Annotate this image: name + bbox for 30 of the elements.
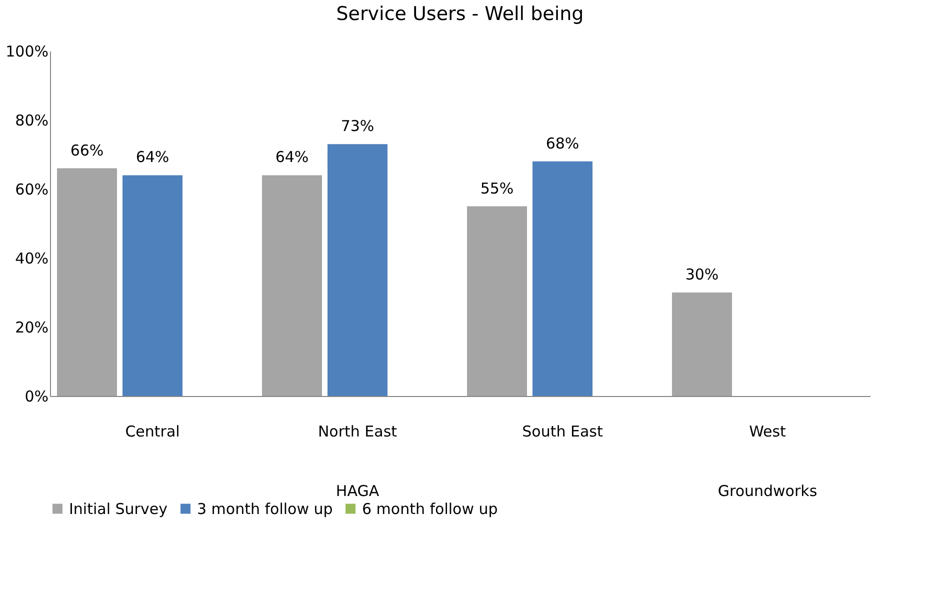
- x-tick-label: North East: [318, 422, 398, 440]
- text: Groundworks: [718, 482, 818, 500]
- data-label: 30%: [685, 266, 719, 284]
- data-label: 64%: [136, 148, 170, 166]
- data-label: 66%: [70, 141, 104, 160]
- bar: [467, 206, 528, 396]
- bar: [328, 144, 388, 396]
- x-tick-label: Central: [125, 422, 180, 440]
- legend-label: 6 month follow up: [362, 500, 498, 518]
- x-tick-label: West: [749, 422, 786, 440]
- bar: [262, 175, 322, 396]
- y-tick-label: 0%: [24, 388, 48, 406]
- y-tick-label: 60%: [15, 180, 48, 198]
- data-label: 73%: [340, 117, 374, 136]
- bar: [532, 161, 592, 396]
- data-label: 64%: [275, 148, 309, 166]
- data-label: 55%: [480, 179, 514, 198]
- y-tick-label: 20%: [15, 318, 48, 336]
- y-tick-label: 40%: [15, 250, 48, 268]
- legend-label: Initial Survey: [69, 500, 168, 518]
- chart-title: Service Users - Well being: [336, 3, 584, 25]
- bar: [122, 175, 182, 396]
- data-label: 68%: [546, 134, 580, 152]
- y-tick-label: 80%: [15, 112, 48, 130]
- y-tick-label: 100%: [6, 42, 48, 60]
- bar: [672, 292, 732, 396]
- x-tick-label: South East: [522, 422, 603, 440]
- bar: [57, 168, 118, 396]
- text: HAGA: [336, 482, 380, 500]
- legend-label: 3 month follow up: [197, 500, 333, 518]
